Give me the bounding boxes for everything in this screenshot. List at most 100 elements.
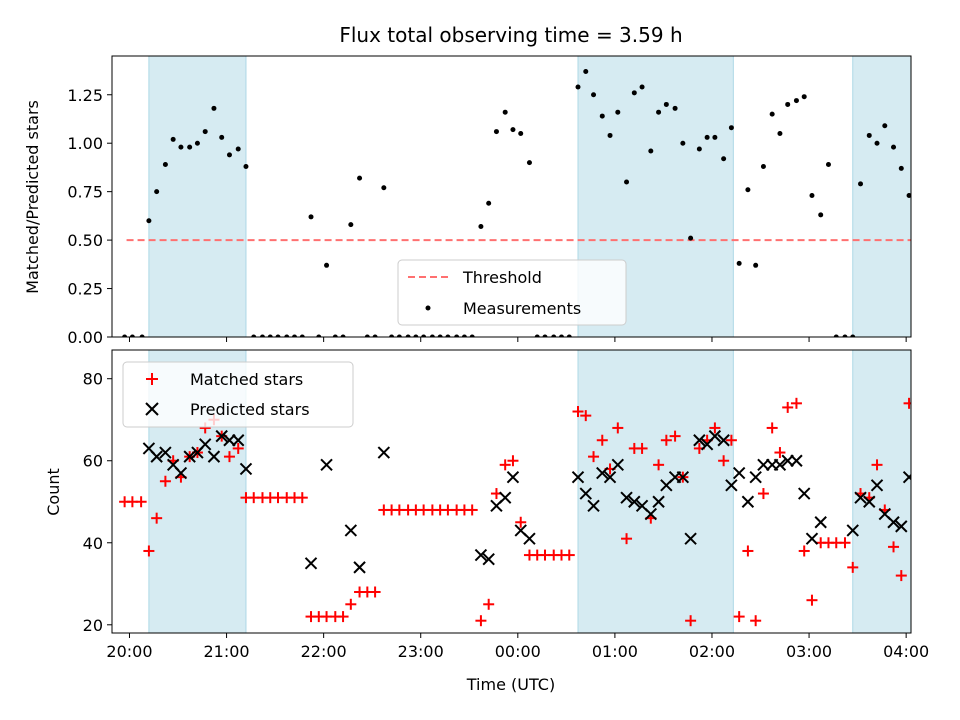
measurement-point	[777, 131, 783, 137]
predicted-point	[482, 552, 495, 566]
measurement-point	[947, 148, 952, 153]
measurement-point	[235, 146, 241, 152]
legend-predicted-label: Predicted stars	[190, 400, 310, 419]
matched-point	[839, 537, 851, 549]
predicted-point	[805, 532, 819, 545]
predicted-point	[506, 470, 520, 484]
predicted-point	[798, 487, 811, 500]
measurement-point	[583, 69, 589, 75]
matched-point	[733, 611, 745, 623]
matched-point	[709, 422, 721, 434]
chart-title: Flux total observing time = 3.59 h	[339, 23, 682, 47]
matched-point	[143, 545, 155, 557]
measurement-point	[575, 84, 581, 90]
predicted-point	[150, 450, 163, 463]
measurement-point	[348, 222, 354, 228]
y-axis-label-bottom: Count	[44, 468, 63, 516]
measurement-point	[429, 334, 435, 337]
predicted-point	[895, 520, 908, 533]
matched-point	[847, 561, 859, 573]
measurement-point	[502, 109, 508, 115]
matched-point	[580, 410, 592, 422]
predicted-point	[239, 462, 253, 476]
predicted-point	[732, 466, 746, 480]
legend-measurements-label: Measurements	[463, 299, 581, 318]
measurement-point	[211, 105, 217, 111]
matched-point	[903, 397, 911, 409]
measurement-point	[243, 163, 249, 169]
matched-point	[766, 422, 778, 434]
matched-point	[636, 442, 648, 454]
measurement-point	[648, 148, 654, 154]
y-tick-label: 0.75	[67, 183, 103, 202]
matched-point	[798, 545, 810, 557]
predicted-point	[587, 499, 600, 513]
legend-top: Threshold Measurements	[397, 259, 627, 326]
matched-point	[596, 434, 608, 446]
measurement-point	[591, 92, 597, 98]
plot-frame-top	[111, 55, 912, 338]
measurement-point	[760, 163, 766, 169]
matched-point	[782, 401, 794, 413]
panel-count: 20:00 21:00 22:00 23:00 00:00 01:00 02:00 03:00…	[44, 349, 960, 694]
measurement-point	[421, 334, 427, 337]
measurement-point	[469, 334, 475, 337]
predicted-point	[579, 487, 592, 500]
matched-point	[888, 541, 900, 553]
matched-point	[466, 504, 478, 516]
measurement-point	[299, 334, 305, 337]
measurement-point	[461, 334, 467, 337]
measurement-point	[639, 84, 645, 90]
x-tick-label: 02:00	[689, 642, 735, 661]
predicted-point	[937, 492, 948, 503]
legend-matched-label: Matched stars	[190, 370, 303, 389]
measurement-point	[898, 165, 904, 171]
measurement-point	[340, 334, 346, 337]
measurement-point	[672, 105, 678, 111]
predicted-point	[741, 495, 755, 508]
predicted-point	[854, 491, 867, 504]
predicted-points	[142, 429, 948, 574]
matched-point	[944, 574, 955, 585]
predicted-point	[353, 561, 366, 574]
measurement-point	[906, 193, 911, 199]
y-tick-label: 80	[83, 370, 103, 389]
predicted-point	[215, 429, 228, 443]
matched-point	[483, 598, 495, 610]
predicted-point	[207, 450, 221, 463]
matched-point	[296, 492, 308, 504]
matched-point	[151, 512, 163, 524]
measurement-point	[866, 132, 872, 138]
predicted-point	[652, 495, 665, 508]
measurement-point	[146, 218, 152, 224]
observing-window	[852, 350, 911, 633]
measurement-point	[923, 65, 928, 70]
matched-point	[563, 549, 575, 561]
legend-threshold-label: Threshold	[462, 268, 542, 287]
predicted-point	[725, 479, 738, 492]
predicted-point	[920, 447, 931, 458]
predicted-point	[183, 450, 196, 463]
measurement-point	[785, 101, 791, 107]
measurement-point	[940, 88, 945, 93]
measurement-point	[745, 187, 751, 193]
matched-point	[718, 455, 730, 467]
predicted-point	[717, 434, 730, 447]
x-tick-label: 04:00	[883, 642, 929, 661]
y-tick-label: 0.25	[67, 280, 103, 299]
matched-point	[475, 615, 487, 627]
measurement-point	[332, 334, 338, 337]
observing-window	[852, 56, 911, 337]
measurement-point	[842, 334, 848, 337]
predicted-point	[498, 491, 512, 504]
measurement-point	[656, 109, 662, 115]
matched-point	[159, 475, 171, 487]
measurement-point	[558, 334, 564, 337]
measurement-point	[728, 125, 734, 131]
y-tick-label: 40	[83, 534, 103, 553]
matched-point	[952, 574, 960, 585]
legend-predicted-swatch	[145, 402, 159, 416]
x-tick-label: 20:00	[106, 642, 152, 661]
predicted-point	[628, 495, 641, 508]
predicted-point	[887, 516, 900, 529]
